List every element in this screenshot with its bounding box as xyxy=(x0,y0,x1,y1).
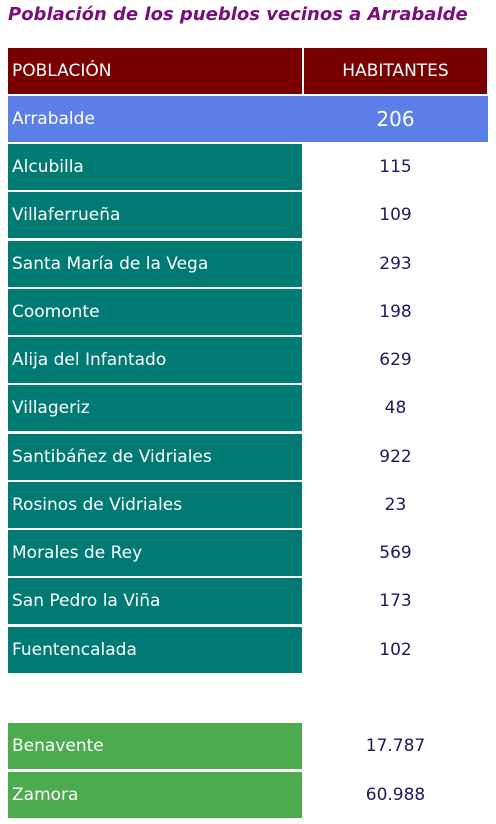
table-row: Morales de Rey 569 xyxy=(8,530,488,576)
row-name: Arrabalde xyxy=(8,96,488,142)
column-header-habitantes: HABITANTES xyxy=(304,48,487,94)
row-name: Santibáñez de Vidriales xyxy=(8,434,302,480)
row-value: 109 xyxy=(379,205,412,225)
row-name: Villageriz xyxy=(8,385,302,431)
row-value: 629 xyxy=(379,350,412,370)
row-name: Alcubilla xyxy=(8,144,302,190)
row-value: 60.988 xyxy=(365,785,426,805)
row-name: Alija del Infantado xyxy=(8,337,302,383)
table-row: Villaferrueña 109 xyxy=(8,192,488,238)
row-name: Coomonte xyxy=(8,289,302,335)
row-value: 23 xyxy=(384,495,407,515)
row-value: 206 xyxy=(376,107,415,131)
row-value: 115 xyxy=(379,157,412,177)
row-name: San Pedro la Viña xyxy=(8,578,302,624)
table-row: Rosinos de Vidriales 23 xyxy=(8,482,488,528)
table-row: Fuentencalada 102 xyxy=(8,627,488,673)
table-row-city: Benavente 17.787 xyxy=(8,723,488,769)
row-value: 293 xyxy=(379,254,412,274)
row-value: 17.787 xyxy=(365,736,426,756)
row-name: Santa María de la Vega xyxy=(8,241,302,287)
table-row: Santa María de la Vega 293 xyxy=(8,241,488,287)
table-row: Coomonte 198 xyxy=(8,289,488,335)
row-name: Zamora xyxy=(8,772,302,818)
table-row-city: Zamora 60.988 xyxy=(8,772,488,818)
table-row-highlight: Arrabalde 206 xyxy=(8,96,488,142)
table-row: Villageriz 48 xyxy=(8,385,488,431)
row-value: 102 xyxy=(379,640,412,660)
table-row: San Pedro la Viña 173 xyxy=(8,578,488,624)
column-header-poblacion: POBLACIÓN xyxy=(8,48,302,94)
row-name: Villaferrueña xyxy=(8,192,302,238)
row-value: 198 xyxy=(379,302,412,322)
row-name: Rosinos de Vidriales xyxy=(8,482,302,528)
row-value: 922 xyxy=(379,447,412,467)
row-name: Benavente xyxy=(8,723,302,769)
row-name: Morales de Rey xyxy=(8,530,302,576)
row-value: 173 xyxy=(379,591,412,611)
page-title: Población de los pueblos vecinos a Arrab… xyxy=(8,4,468,25)
table-row: Santibáñez de Vidriales 922 xyxy=(8,434,488,480)
row-value: 48 xyxy=(384,398,407,418)
row-value: 569 xyxy=(379,543,412,563)
table-row: Alcubilla 115 xyxy=(8,144,488,190)
table-row: Alija del Infantado 629 xyxy=(8,337,488,383)
row-name: Fuentencalada xyxy=(8,627,302,673)
